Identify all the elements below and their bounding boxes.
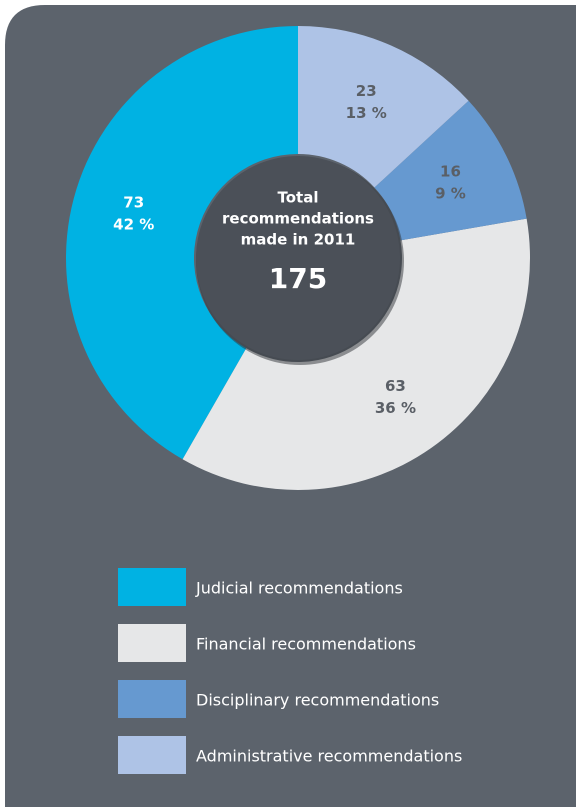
- slice-percent-label: 9 %: [435, 184, 466, 202]
- legend-label: Financial recommendations: [196, 635, 416, 654]
- slice-value-label: 16: [440, 162, 461, 180]
- slice: [374, 100, 527, 241]
- center-disc: [196, 156, 400, 360]
- slice-value-label: 73: [123, 194, 144, 212]
- center-label: Total: [278, 189, 319, 207]
- legend-label: Disciplinary recommendations: [196, 691, 439, 710]
- legend-label: Judicial recommendations: [195, 579, 403, 598]
- slice-percent-label: 42 %: [113, 216, 154, 234]
- slice: [182, 218, 530, 490]
- legend-label: Administrative recommendations: [196, 747, 462, 766]
- legend-swatch: [118, 624, 186, 662]
- legend-swatch: [118, 568, 186, 606]
- legend-swatch: [118, 680, 186, 718]
- slice-value-label: 23: [356, 82, 377, 100]
- slice-percent-label: 13 %: [346, 104, 387, 122]
- center-label: made in 2011: [241, 231, 356, 249]
- slice-value-label: 63: [385, 377, 406, 395]
- legend-swatch: [118, 736, 186, 774]
- center-total: 175: [269, 262, 327, 295]
- slice: [66, 26, 298, 460]
- slice: [298, 26, 469, 188]
- slice-percent-label: 36 %: [375, 399, 416, 417]
- center-label: recommendations: [222, 210, 374, 228]
